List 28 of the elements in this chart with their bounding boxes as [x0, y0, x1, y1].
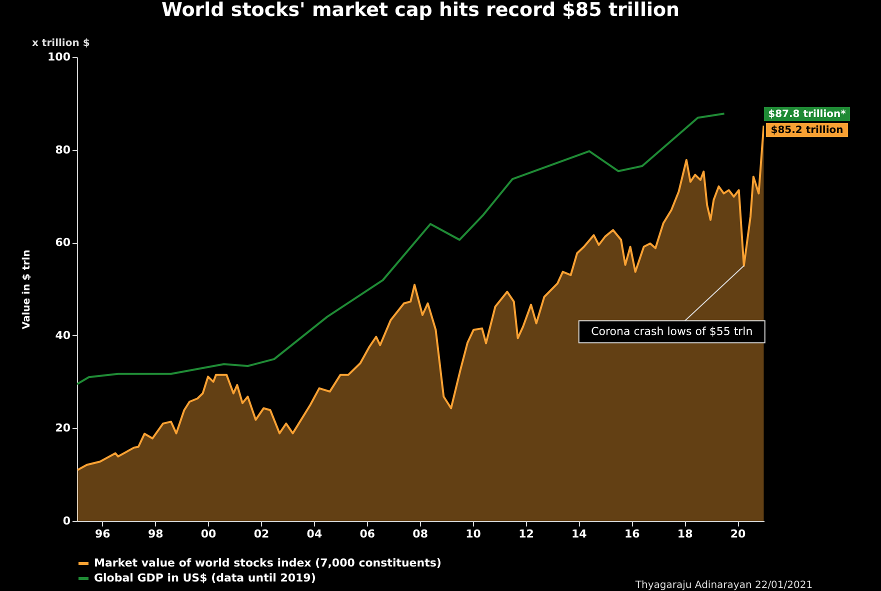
x-tick-label: 08	[412, 528, 428, 540]
y-tick-label: 60	[55, 236, 71, 250]
y-axis-title: Value in $ trln	[22, 250, 33, 330]
legend-label: Market value of world stocks index (7,000 constituents)	[94, 556, 442, 570]
x-tick-label: 18	[677, 528, 693, 540]
text: $87.8 trillion*	[768, 109, 847, 120]
x-tick-label: 14	[572, 528, 588, 540]
text: $85.2 trillion	[770, 125, 844, 136]
x-tick-label: 06	[360, 528, 376, 540]
y-tick-label: 80	[55, 143, 71, 156]
x-tick-label: 12	[518, 528, 534, 540]
x-tick-label: 16	[624, 528, 640, 540]
x-tick-label: 00	[200, 528, 217, 540]
legend-label: Global GDP in US$ (data until 2019)	[94, 572, 316, 584]
y-tick-label: 40	[55, 328, 71, 342]
x-tick-label: 20	[730, 528, 746, 540]
annotation: Corona crash lows of $55 trln	[591, 324, 753, 338]
chart-title: World stocks' market cap hits record $85 trillion	[161, 0, 680, 21]
x-tick-label: 10	[466, 528, 482, 540]
text: x trillion $	[32, 38, 90, 49]
x-tick-label: 98	[148, 528, 164, 540]
y-tick-label: 20	[55, 422, 71, 435]
y-tick-label: 0	[62, 514, 71, 528]
x-tick-label: 04	[306, 528, 322, 540]
x-tick-label: 02	[254, 528, 270, 540]
y-tick-label: 100	[48, 50, 71, 64]
text: Thyagaraju Adinarayan 22/01/2021	[634, 580, 813, 591]
x-tick-label: 96	[94, 528, 111, 540]
